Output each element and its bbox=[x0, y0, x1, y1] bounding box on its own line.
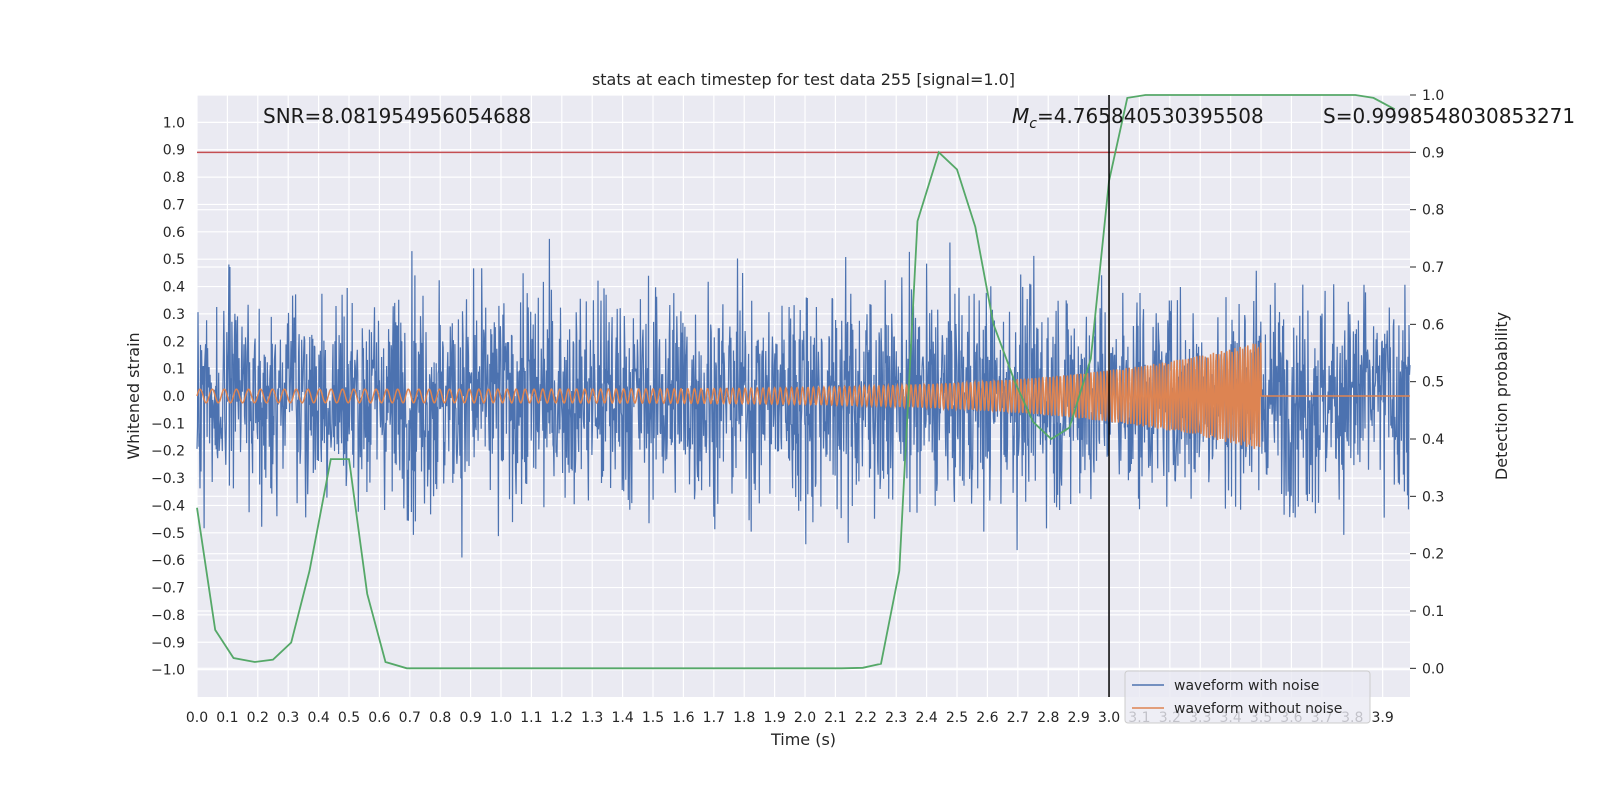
x-tick-label: 2.4 bbox=[915, 710, 937, 726]
x-tick-label: 0.5 bbox=[338, 710, 360, 726]
x-tick-label: 0.4 bbox=[307, 710, 329, 726]
x-tick-label: 2.8 bbox=[1037, 710, 1059, 726]
x-tick-label: 1.7 bbox=[703, 710, 725, 726]
x-tick-label: 1.1 bbox=[520, 710, 542, 726]
mc-annotation: Mc=4.765840530395508 bbox=[1012, 104, 1264, 132]
y-tick-label: 0.7 bbox=[163, 197, 185, 213]
mc-symbol: M bbox=[1012, 104, 1029, 128]
y2-tick-label: 0.3 bbox=[1422, 489, 1444, 505]
mc-subscript: c bbox=[1029, 116, 1037, 132]
x-tick-label: 2.0 bbox=[794, 710, 816, 726]
x-tick-label: 1.6 bbox=[672, 710, 694, 726]
x-tick-label: 2.1 bbox=[824, 710, 846, 726]
x-tick-label: 1.0 bbox=[490, 710, 512, 726]
x-tick-label: 0.3 bbox=[277, 710, 299, 726]
y-tick-label: 0.2 bbox=[163, 334, 185, 350]
x-tick-label: 0.2 bbox=[247, 710, 269, 726]
x-tick-label: 1.2 bbox=[551, 710, 573, 726]
x-tick-label: 2.6 bbox=[976, 710, 998, 726]
x-tick-label: 2.9 bbox=[1067, 710, 1089, 726]
x-tick-label: 1.3 bbox=[581, 710, 603, 726]
legend-label-waveform-without-noise: waveform without noise bbox=[1174, 701, 1342, 717]
x-tick-label: 0.9 bbox=[459, 710, 481, 726]
mc-value: =4.765840530395508 bbox=[1037, 104, 1264, 128]
y-tick-label: 1.0 bbox=[163, 115, 185, 131]
x-tick-label: 2.2 bbox=[855, 710, 877, 726]
y2-tick-label: 0.2 bbox=[1422, 547, 1444, 563]
y2-tick-label: 0.7 bbox=[1422, 260, 1444, 276]
y-tick-label: −0.7 bbox=[151, 581, 185, 597]
y-tick-label: −0.6 bbox=[151, 553, 185, 569]
y2-tick-label: 0.9 bbox=[1422, 145, 1444, 161]
y2-tick-label: 0.4 bbox=[1422, 432, 1444, 448]
series-waveform-without-noise bbox=[196, 342, 1410, 449]
probability-line bbox=[196, 94, 1396, 670]
s-annotation: S=0.9998548030853271 bbox=[1323, 104, 1575, 128]
x-tick-label: 0.8 bbox=[429, 710, 451, 726]
y2-axis-label: Detection probability bbox=[1492, 312, 1511, 480]
y-tick-label: 0.3 bbox=[163, 307, 185, 323]
y2-tick-label: 0.1 bbox=[1422, 604, 1444, 620]
series-detection-probability bbox=[196, 94, 1396, 670]
x-tick-label: 3.0 bbox=[1098, 710, 1120, 726]
y2-tick-label: 0.6 bbox=[1422, 317, 1444, 333]
y-tick-label: 0.6 bbox=[163, 225, 185, 241]
y-tick-label: −0.3 bbox=[151, 471, 185, 487]
chart-title: stats at each timestep for test data 255… bbox=[592, 70, 1015, 89]
y-tick-label: −0.5 bbox=[151, 526, 185, 542]
x-tick-label: 1.8 bbox=[733, 710, 755, 726]
x-tick-label: 2.7 bbox=[1007, 710, 1029, 726]
y2-tick-label: 0.0 bbox=[1422, 661, 1444, 677]
y-tick-label: 0.9 bbox=[163, 143, 185, 159]
legend: waveform with noise waveform without noi… bbox=[1124, 670, 1371, 724]
x-tick-label: 3.9 bbox=[1372, 710, 1394, 726]
y2-tick-label: 0.8 bbox=[1422, 203, 1444, 219]
x-tick-label: 0.1 bbox=[216, 710, 238, 726]
y2-tick-label: 0.5 bbox=[1422, 375, 1444, 391]
y-tick-label: 0.8 bbox=[163, 170, 185, 186]
y2-tick-label: 1.0 bbox=[1422, 88, 1444, 104]
y-tick-label: −0.8 bbox=[151, 608, 185, 624]
y-axis-label: Whitened strain bbox=[124, 332, 143, 459]
chirp-line bbox=[196, 342, 1410, 449]
y-tick-label: −0.9 bbox=[151, 635, 185, 651]
x-axis-label: Time (s) bbox=[770, 730, 836, 749]
y-tick-label: 0.0 bbox=[163, 389, 185, 405]
y-tick-label: 0.5 bbox=[163, 252, 185, 268]
x-tick-label: 0.7 bbox=[399, 710, 421, 726]
legend-box bbox=[1124, 670, 1371, 724]
x-tick-label: 2.5 bbox=[946, 710, 968, 726]
y-tick-label: −0.2 bbox=[151, 444, 185, 460]
y2-axis-ticks: 1.0 0.9 0.8 0.7 0.6 0.5 0.4 0.3 0.2 0.1 0.0 bbox=[1410, 88, 1444, 677]
y-tick-label: −0.4 bbox=[151, 498, 185, 514]
y-tick-label: −0.1 bbox=[151, 416, 185, 432]
y-tick-label: 0.4 bbox=[163, 280, 185, 296]
x-tick-label: 1.5 bbox=[642, 710, 664, 726]
legend-label-waveform-with-noise: waveform with noise bbox=[1174, 678, 1319, 694]
y-axis-ticks: 1.0 0.9 0.8 0.7 0.6 0.5 0.4 0.3 0.2 0.1 0.0 −0.1 −0.… bbox=[151, 115, 185, 678]
y-tick-label: 0.1 bbox=[163, 362, 185, 378]
snr-annotation: SNR=8.081954956054688 bbox=[263, 104, 531, 128]
x-tick-label: 2.3 bbox=[885, 710, 907, 726]
x-tick-label: 1.4 bbox=[611, 710, 633, 726]
x-tick-label: 0.6 bbox=[368, 710, 390, 726]
y-tick-label: −1.0 bbox=[151, 663, 185, 679]
x-tick-label: 0.0 bbox=[186, 710, 208, 726]
x-tick-label: 1.9 bbox=[763, 710, 785, 726]
